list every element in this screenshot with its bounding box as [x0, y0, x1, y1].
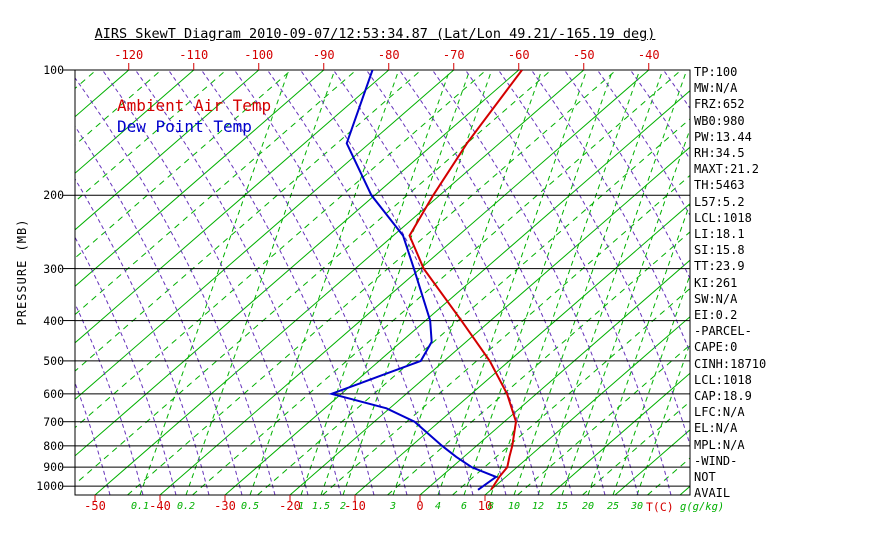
mixing-ratio-tick-label: 2	[339, 501, 347, 512]
mixing-ratio-tick-label: 10	[507, 501, 521, 512]
stats-line: SW:N/A	[694, 291, 738, 306]
bottom-temp-tick-label: 0	[416, 499, 424, 513]
top-temp-tick-label: -120	[114, 48, 144, 62]
mixing-unit-label: g(g/kg)	[680, 501, 725, 513]
pressure-tick-label: 800	[43, 438, 64, 453]
mixing-ratio-tick-label: 1.5	[311, 501, 331, 512]
mixing-ratio-tick-label: 15	[555, 501, 569, 512]
chart-title: AIRS SkewT Diagram 2010-09-07/12:53:34.8…	[94, 26, 656, 42]
stats-line: TP:100	[694, 65, 738, 79]
stats-line: TH:5463	[694, 178, 745, 193]
stats-line: FRZ:652	[694, 97, 745, 112]
stats-line: RH:34.5	[694, 146, 745, 161]
top-temp-tick-label: -50	[572, 48, 595, 62]
stats-line: TT:23.9	[694, 259, 745, 274]
stats-line: CINH:18710	[694, 356, 767, 371]
stats-line: LFC:N/A	[694, 405, 745, 420]
stats-panel: TP:100 MW:N/A FRZ:652 WB0:980 PW:13.44 RH:34.…	[694, 64, 766, 501]
bottom-temp-tick-label: -50	[84, 499, 106, 513]
pressure-tick-label: 700	[43, 414, 64, 429]
pressure-tick-label: 1000	[36, 479, 64, 494]
mixing-ratio-tick-label: 0.2	[176, 501, 196, 512]
mixing-ratio-tick-label: 0.1	[130, 501, 150, 512]
stats-line: LI:18.1	[694, 227, 745, 242]
pressure-tick-label: 900	[43, 460, 64, 475]
pressure-tick-label: 400	[43, 313, 64, 328]
mixing-ratio-tick-label: 4	[434, 501, 442, 512]
ambient-air-temp-curve	[408, 70, 523, 491]
mixing-ratio-tick-label: 3	[389, 501, 397, 512]
top-temp-tick-label: -100	[244, 48, 274, 62]
pressure-tick-label: 500	[43, 353, 64, 368]
top-temp-tick-label: -60	[507, 48, 530, 62]
stats-line: PW:13.44	[694, 129, 752, 144]
stats-line: CAPE:0	[694, 340, 738, 355]
pressure-tick-label: 300	[43, 261, 64, 276]
pressure-tick-label: 100	[43, 63, 64, 77]
stats-line: MW:N/A	[694, 81, 738, 96]
stats-line: MAXT:21.2	[694, 162, 760, 177]
mixing-ratio-tick-label: 8	[487, 501, 495, 512]
stats-line: LCL:1018	[694, 210, 752, 225]
top-temp-tick-label: -90	[312, 48, 335, 62]
stats-line: EL:N/A	[694, 421, 738, 436]
pressure-tick-label: 200	[43, 188, 64, 203]
bottom-temp-tick-label: 10	[477, 499, 493, 513]
stats-line: -PARCEL-	[694, 324, 752, 339]
top-temp-tick-label: -110	[179, 48, 209, 62]
mixing-ratio-tick-label: 20	[581, 501, 595, 512]
mixing-ratio-tick-label: 30	[630, 501, 644, 512]
stats-line: NOT	[694, 470, 716, 485]
stats-line: L57:5.2	[694, 194, 745, 209]
bottom-temp-tick-label: -40	[149, 499, 171, 513]
bottom-temp-tick-label: -10	[344, 499, 366, 513]
legend-ambient-air-temp: Ambient Air Temp	[117, 96, 272, 115]
temp-unit-label: T(C)	[646, 500, 674, 514]
top-temp-tick-label: -70	[442, 48, 465, 62]
stats-line: -WIND-	[694, 453, 738, 468]
legend-dew-point-temp: Dew Point Temp	[117, 117, 252, 136]
mixing-ratio-tick-label: 1	[297, 501, 305, 512]
mixing-ratio-tick-label: 25	[606, 501, 620, 512]
stats-line: CAP:18.9	[694, 389, 752, 404]
bottom-temp-tick-label: -30	[214, 499, 236, 513]
top-temp-tick-label: -80	[377, 48, 400, 62]
bottom-temp-tick-label: -20	[279, 499, 301, 513]
mixing-ratio-tick-label: 12	[531, 501, 545, 512]
stats-line: EI:0.2	[694, 308, 738, 323]
stats-line: WB0:980	[694, 113, 745, 128]
top-temp-tick-label: -40	[637, 48, 660, 62]
stats-line: KI:261	[694, 275, 738, 290]
stats-line: SI:15.8	[694, 243, 745, 258]
mixing-ratio-tick-label: 0.5	[240, 501, 260, 512]
mixing-ratio-tick-label: 6	[460, 501, 468, 512]
dew-point-temp-curve	[328, 70, 499, 491]
stats-line: MPL:N/A	[694, 437, 745, 452]
stats-line: AVAIL	[694, 486, 731, 501]
stats-line: LCL:1018	[694, 372, 752, 387]
pressure-tick-label: 600	[43, 386, 64, 401]
